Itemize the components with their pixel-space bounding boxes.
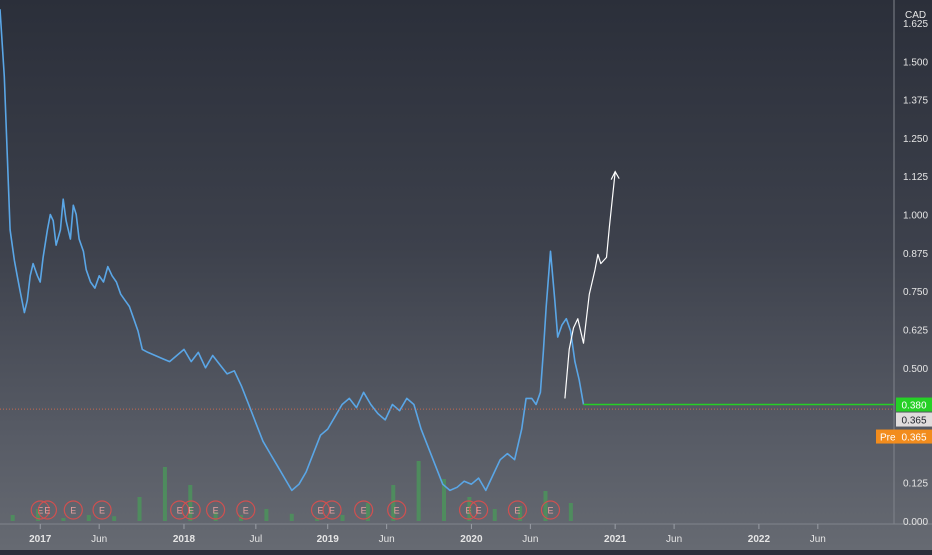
- earnings-marker-label: E: [514, 506, 520, 516]
- volume-bar: [568, 503, 573, 521]
- last-price-tag: [896, 397, 932, 412]
- earnings-marker[interactable]: [205, 500, 226, 520]
- earnings-marker-label: E: [70, 506, 76, 516]
- volume-bar: [518, 506, 523, 521]
- price-series: [0, 9, 585, 492]
- volume-bar: [112, 516, 117, 521]
- volume-bar: [61, 518, 66, 521]
- x-tick-label: Jun: [522, 534, 538, 545]
- last-price-tag-text: 0.380: [901, 401, 926, 412]
- earnings-marker-label: E: [44, 506, 50, 516]
- projection-drawing: [564, 170, 620, 399]
- earnings-marker[interactable]: [322, 500, 342, 520]
- earnings-marker[interactable]: [458, 500, 479, 520]
- x-tick-label: 2021: [604, 534, 627, 545]
- earnings-marker[interactable]: [540, 500, 561, 520]
- y-tick-label: 0.750: [903, 287, 928, 298]
- x-tick-label: Jun: [666, 534, 682, 545]
- projection-arrowhead: [610, 170, 620, 180]
- earnings-marker-label: E: [361, 506, 367, 516]
- earnings-marker[interactable]: [181, 500, 201, 520]
- y-tick-label: 1.000: [903, 211, 928, 222]
- earnings-marker-label: E: [188, 506, 194, 516]
- earnings-marker[interactable]: [310, 500, 331, 520]
- x-tick-label: 2017: [29, 534, 52, 545]
- earnings-marker[interactable]: [37, 500, 58, 520]
- volume-bar: [86, 515, 91, 521]
- y-tick-label: 1.250: [903, 134, 928, 145]
- earnings-marker-label: E: [476, 506, 482, 516]
- earnings-marker[interactable]: [63, 500, 83, 520]
- volume-bar: [416, 461, 421, 521]
- volume-bar: [162, 467, 167, 521]
- earnings-marker[interactable]: [507, 500, 528, 520]
- earnings-marker[interactable]: [170, 500, 190, 520]
- earnings-marker-label: E: [466, 506, 472, 516]
- earnings-marker-label: E: [99, 506, 105, 516]
- y-tick-label: 1.125: [903, 172, 928, 183]
- y-tick-label: 1.375: [903, 96, 928, 107]
- y-tick-label: 0.500: [903, 364, 928, 375]
- volume-bar: [264, 509, 269, 521]
- price-axis: 0.000 0.125 0.500 0.625 0.750 0.875 1.000 1.125…: [903, 19, 928, 528]
- earnings-marker[interactable]: [387, 500, 407, 520]
- currency-label: CAD: [905, 10, 926, 21]
- earnings-marker-label: E: [329, 506, 335, 516]
- volume-bar: [36, 509, 41, 521]
- earnings-marker[interactable]: [92, 500, 112, 520]
- volume-bar: [213, 512, 218, 521]
- earnings-marker-label: E: [394, 506, 400, 516]
- y-tick-label: 0.125: [903, 479, 928, 490]
- earnings-marker-label: E: [37, 506, 43, 516]
- x-tick-label: 2020: [460, 534, 483, 545]
- prev-close-tag: [896, 412, 932, 427]
- x-tick-label: Jun: [810, 534, 826, 545]
- earnings-marker-label: E: [547, 506, 553, 516]
- x-tick-label: 2022: [748, 534, 771, 545]
- x-tick-label: Jun: [379, 534, 395, 545]
- y-tick-label: 1.500: [903, 57, 928, 68]
- earnings-marker[interactable]: [30, 500, 50, 520]
- premarket-tag-text: 0.365: [901, 433, 926, 444]
- volume-bar: [340, 515, 345, 521]
- volume-bar: [10, 515, 15, 521]
- volume-bar: [492, 509, 497, 521]
- price-lines: 0.380 0.365 Pre 0.365: [0, 397, 932, 444]
- y-tick-label: 1.625: [903, 19, 928, 30]
- prev-close-tag-text: 0.365: [901, 416, 926, 427]
- y-tick-label: 0.625: [903, 325, 928, 336]
- earnings-marker-label: E: [213, 506, 219, 516]
- volume-bar: [188, 485, 193, 521]
- earnings-marker-label: E: [318, 506, 324, 516]
- x-tick-label: 2019: [317, 534, 340, 545]
- time-axis: 2017 Jun 2018 Jul 2019 Jun 2020 Jun 2021 Jun 2022 J…: [29, 524, 826, 545]
- earnings-marker-label: E: [177, 506, 183, 516]
- price-line: [0, 9, 585, 492]
- earnings-marker-label: E: [243, 506, 249, 516]
- volume-bar: [365, 503, 370, 521]
- premarket-tag: [876, 429, 932, 444]
- earnings-marker[interactable]: [469, 500, 489, 520]
- x-tick-label: Jul: [249, 534, 262, 545]
- earnings-marker[interactable]: [354, 500, 374, 520]
- x-tick-label: 2018: [173, 534, 196, 545]
- volume-bar: [137, 497, 142, 521]
- earnings-marker[interactable]: [236, 500, 256, 520]
- y-tick-label: 0.000: [903, 517, 928, 528]
- premarket-tag-label: Pre: [880, 433, 896, 444]
- projection-curve: [564, 171, 616, 399]
- x-tick-label: Jun: [91, 534, 107, 545]
- y-tick-label: 0.875: [903, 249, 928, 260]
- volume-bar: [391, 485, 396, 521]
- volume-bar: [442, 479, 447, 521]
- volume-bar: [289, 513, 294, 521]
- volume-bar: [315, 518, 320, 521]
- volume-bar: [543, 491, 548, 521]
